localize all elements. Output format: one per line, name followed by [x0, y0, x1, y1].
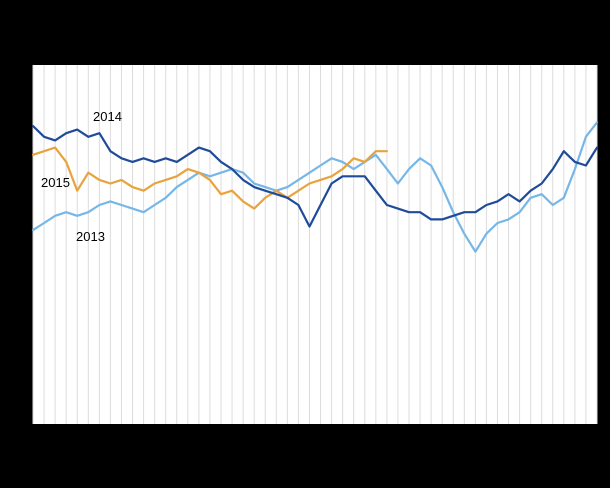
series-label-2015: 2015 [41, 175, 70, 190]
series-line-2014 [31, 124, 599, 228]
series-label-2014: 2014 [93, 109, 122, 124]
series-line-2013 [31, 121, 599, 253]
series-label-2013: 2013 [76, 229, 105, 244]
series-line-2015 [31, 146, 388, 210]
